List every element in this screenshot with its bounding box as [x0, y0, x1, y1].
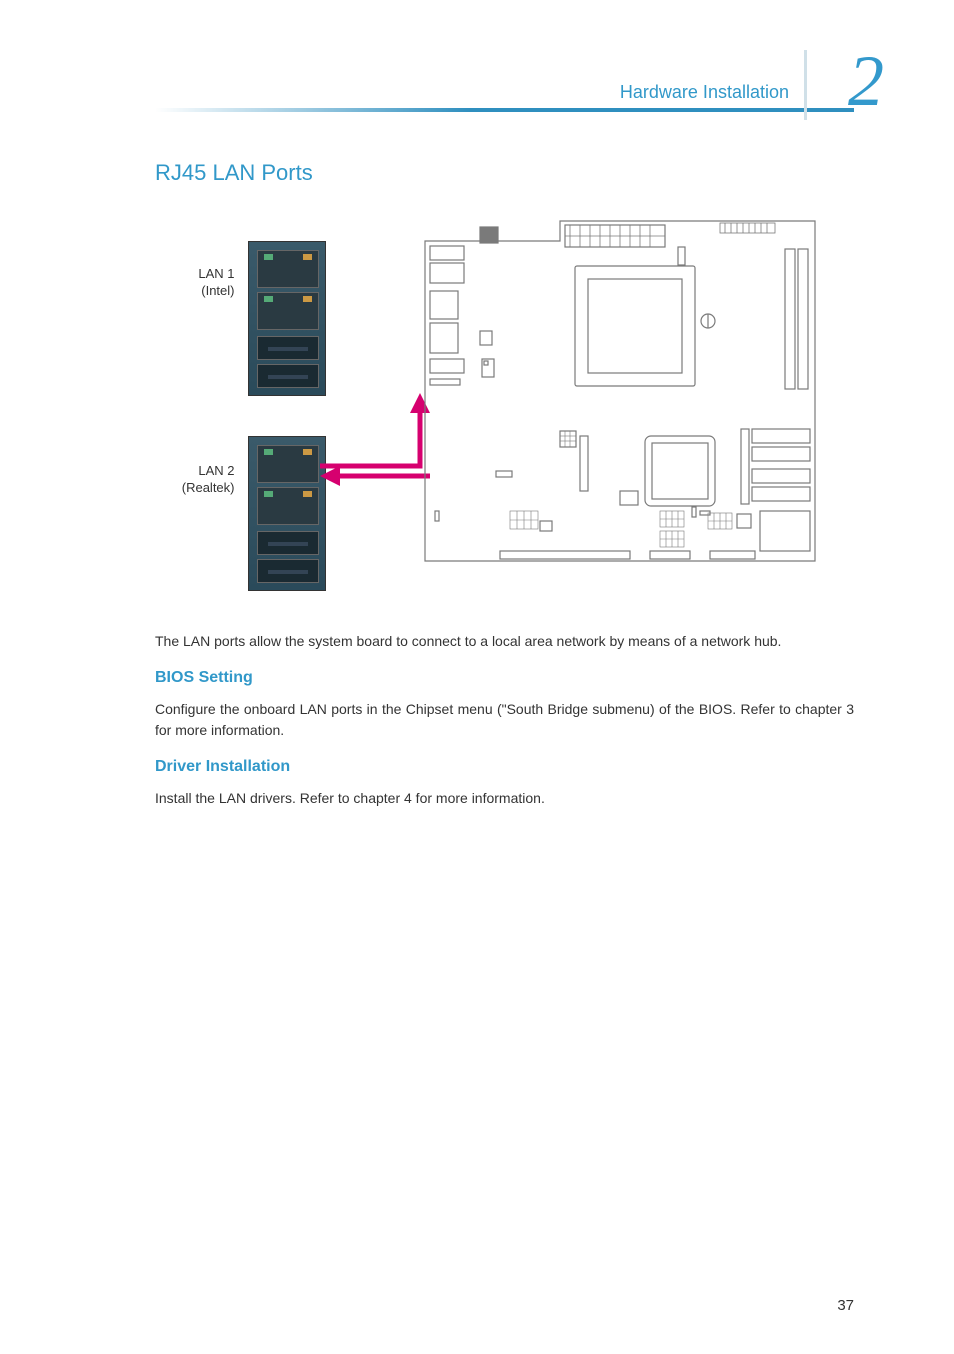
lan2-label: LAN 2 (Realtek) — [155, 463, 235, 497]
usb-port-icon — [257, 559, 319, 583]
rj45-jack-icon — [257, 250, 319, 288]
lan1-port-photo — [248, 241, 326, 396]
rj45-jack-icon — [257, 292, 319, 330]
chapter-number-badge: 2 — [804, 40, 894, 140]
badge-divider — [804, 50, 807, 120]
section-title: RJ45 LAN Ports — [155, 160, 854, 186]
page-container: Hardware Installation 2 RJ45 LAN Ports L… — [0, 0, 954, 1354]
driver-paragraph: Install the LAN drivers. Refer to chapte… — [155, 788, 854, 808]
header-rule — [155, 108, 854, 112]
lan2-label-name: LAN 2 — [198, 463, 234, 478]
page-number: 37 — [837, 1297, 854, 1314]
rj45-jack-icon — [257, 445, 319, 483]
usb-port-icon — [257, 531, 319, 555]
intro-paragraph: The LAN ports allow the system board to … — [155, 631, 854, 651]
usb-port-icon — [257, 364, 319, 388]
lan2-port-photo — [248, 436, 326, 591]
lan1-label-name: LAN 1 — [198, 266, 234, 281]
lan1-label: LAN 1 (Intel) — [155, 266, 235, 300]
chapter-number: 2 — [848, 40, 884, 123]
lan2-label-chip: (Realtek) — [182, 480, 235, 495]
bios-paragraph: Configure the onboard LAN ports in the C… — [155, 699, 854, 740]
chapter-title: Hardware Installation — [620, 82, 789, 103]
bios-heading: BIOS Setting — [155, 669, 854, 687]
usb-port-icon — [257, 336, 319, 360]
rj45-jack-icon — [257, 487, 319, 525]
motherboard-schematic — [420, 211, 820, 571]
lan1-label-chip: (Intel) — [201, 283, 234, 298]
driver-heading: Driver Installation — [155, 758, 854, 776]
board-diagram: LAN 1 (Intel) LAN 2 (Realtek) — [205, 211, 805, 601]
chapter-header: Hardware Installation 2 — [155, 60, 854, 130]
